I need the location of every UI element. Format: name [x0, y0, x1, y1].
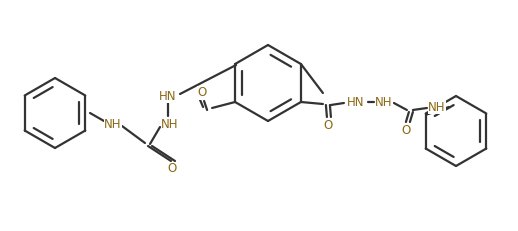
- Text: HN: HN: [347, 95, 365, 109]
- Text: O: O: [323, 119, 333, 131]
- Text: O: O: [167, 162, 177, 176]
- Text: NH: NH: [375, 95, 393, 109]
- Text: O: O: [197, 86, 207, 100]
- Text: HN: HN: [159, 89, 177, 103]
- Text: NH: NH: [104, 118, 122, 131]
- Text: NH: NH: [161, 118, 179, 131]
- Text: O: O: [401, 124, 411, 137]
- Text: NH: NH: [428, 100, 445, 113]
